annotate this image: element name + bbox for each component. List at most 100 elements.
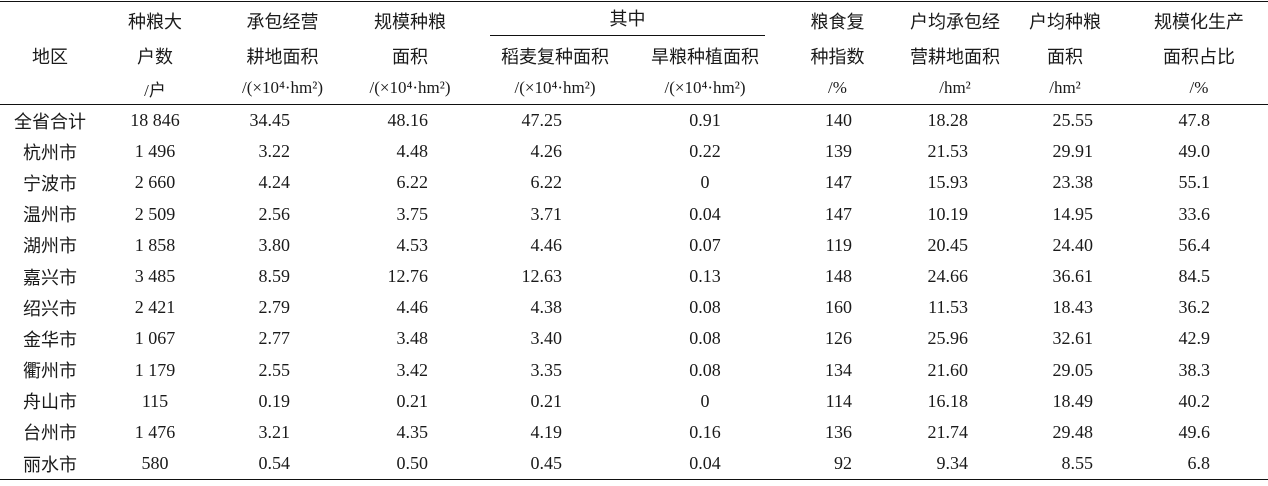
value-cell: 2 660: [134, 172, 176, 193]
value-cell: 40.2: [1178, 390, 1211, 411]
table-row: 丽水市 580 0.54 0.50 0.45 0.04 92 9.34 8.55 6.8: [0, 448, 1268, 481]
header-scale-share-line2: 面积占比: [1163, 47, 1235, 67]
region-cell: 湖州市: [23, 236, 77, 257]
value-cell: 0.19: [258, 390, 291, 411]
value-cell: 126: [825, 328, 852, 349]
value-cell: 25.55: [1052, 110, 1094, 131]
value-cell: 49.0: [1178, 141, 1211, 162]
value-cell: 4.38: [530, 297, 563, 318]
value-cell: 4.24: [258, 172, 291, 193]
value-cell: 0.21: [530, 390, 563, 411]
header-avg-grain-area-line2: 面积: [1047, 47, 1083, 67]
unit-grain-households: /户: [100, 72, 210, 105]
region-cell: 丽水市: [0, 448, 100, 481]
value-cell: 18.43: [1052, 297, 1094, 318]
value-cell: 0.50: [355, 448, 465, 481]
header-rice-wheat-area: 稻麦复种面积: [501, 47, 609, 67]
value-cell: 12.76: [387, 266, 429, 287]
header-group-cell: 其中: [465, 2, 765, 41]
value-cell: 33.6: [1178, 203, 1211, 224]
table-row: 温州市 2 509 2.56 3.75 3.71 0.04 147 10.19 14.95 33.…: [0, 199, 1268, 230]
value-cell: 47.8: [1178, 110, 1211, 131]
value-cell: 6.22: [530, 172, 563, 193]
value-cell: 18 846: [130, 110, 180, 131]
value-cell: 4.53: [396, 234, 429, 255]
header-region-label: 地区: [32, 47, 68, 67]
region-cell: 杭州市: [23, 142, 77, 163]
value-cell: 3 485: [134, 266, 176, 287]
value-cell: 3.22: [258, 141, 291, 162]
value-cell: 160: [825, 297, 852, 318]
value-cell: 12.63: [521, 266, 563, 287]
value-cell: 24.66: [927, 266, 969, 287]
header-scale-grain-area-line2: 面积: [392, 47, 428, 67]
header-empty-cell: [0, 72, 100, 105]
header-grain-households-line1: 种粮大: [128, 12, 182, 32]
value-cell: 139: [825, 141, 852, 162]
value-cell: 29.48: [1052, 421, 1094, 442]
value-cell: 10.19: [927, 203, 969, 224]
table-row: 舟山市 115 0.19 0.21 0.21 0 114 16.18 18.49 40.2: [0, 386, 1268, 417]
value-cell: 0.45: [465, 448, 645, 481]
table-header: 种粮大 承包经营 规模种粮 其中 粮食复 户均承包经 户均种粮 规模化生产 地区…: [0, 2, 1268, 105]
value-cell: 0.22: [689, 141, 721, 162]
value-cell: 3.21: [258, 421, 291, 442]
value-cell: 38.3: [1178, 359, 1211, 380]
value-cell: 114: [825, 390, 852, 411]
value-cell: 9.34: [910, 448, 1000, 481]
header-row-2: 地区 户数 耕地面积 面积 稻麦复种面积 旱粮种植面积 种指数 营耕地面积 面积…: [0, 40, 1268, 72]
value-cell: 15.93: [927, 172, 969, 193]
value-cell: 0: [700, 172, 710, 193]
value-cell: 3.40: [530, 328, 563, 349]
value-cell: 55.1: [1178, 172, 1211, 193]
value-cell: 21.74: [927, 421, 969, 442]
region-cell: 衢州市: [23, 361, 77, 382]
value-cell: 2.56: [258, 203, 291, 224]
table-row: 杭州市 1 496 3.22 4.48 4.26 0.22 139 21.53 29.91 49.…: [0, 136, 1268, 167]
value-cell: 29.91: [1052, 141, 1094, 162]
value-cell: 147: [825, 172, 852, 193]
table-row: 金华市 1 067 2.77 3.48 3.40 0.08 126 25.96 32.61 42.…: [0, 323, 1268, 354]
unit-multiple-cropping-index: /%: [765, 72, 910, 105]
header-avg-contracted-land-line2: 营耕地面积: [910, 47, 1000, 67]
value-cell: 1 476: [134, 421, 176, 442]
value-cell: 0: [700, 390, 710, 411]
value-cell: 36.61: [1052, 266, 1094, 287]
value-cell: 4.46: [530, 234, 563, 255]
value-cell: 134: [825, 359, 852, 380]
header-avg-contracted-land-line1: 户均承包经: [910, 12, 1000, 32]
value-cell: 49.6: [1178, 421, 1211, 442]
table-row: 衢州市 1 179 2.55 3.42 3.35 0.08 134 21.60 29.05 38.…: [0, 355, 1268, 386]
unit-avg-grain-area: /hm²: [1000, 72, 1130, 105]
value-cell: 2.77: [258, 328, 291, 349]
unit-avg-contracted-land: /hm²: [910, 72, 1000, 105]
header-scale-share-line1: 规模化生产: [1154, 12, 1244, 32]
header-avg-grain-area-line1: 户均种粮: [1029, 12, 1101, 32]
value-cell: 0.08: [689, 328, 721, 349]
table-row: 嘉兴市 3 485 8.59 12.76 12.63 0.13 148 24.66 36.61 8…: [0, 261, 1268, 292]
value-cell: 115: [141, 390, 169, 411]
value-cell: 136: [825, 421, 852, 442]
value-cell: 8.55: [1000, 448, 1130, 481]
value-cell: 8.59: [258, 266, 291, 287]
value-cell: 3.48: [396, 328, 429, 349]
value-cell: 0.07: [689, 234, 721, 255]
value-cell: 84.5: [1178, 266, 1211, 287]
value-cell: 42.9: [1178, 328, 1211, 349]
header-grain-households-line2: 户数: [137, 47, 173, 67]
value-cell: 4.19: [530, 421, 563, 442]
table-row: 绍兴市 2 421 2.79 4.46 4.38 0.08 160 11.53 18.43 36.…: [0, 292, 1268, 323]
table-row: 全省合计 18 846 34.45 48.16 47.25 0.91 140 18.28 25.…: [0, 105, 1268, 137]
header-group-label: 其中: [490, 2, 765, 36]
unit-scale-grain-area: /(×10⁴·hm²): [355, 72, 465, 105]
region-cell: 绍兴市: [23, 298, 77, 319]
value-cell: 24.40: [1052, 234, 1094, 255]
value-cell: 0.08: [689, 359, 721, 380]
region-cell: 宁波市: [23, 173, 77, 194]
unit-contracted-land: /(×10⁴·hm²): [210, 72, 355, 105]
value-cell: 3.42: [396, 359, 429, 380]
value-cell: 0.91: [689, 110, 721, 131]
value-cell: 6.22: [396, 172, 429, 193]
value-cell: 3.75: [396, 203, 429, 224]
